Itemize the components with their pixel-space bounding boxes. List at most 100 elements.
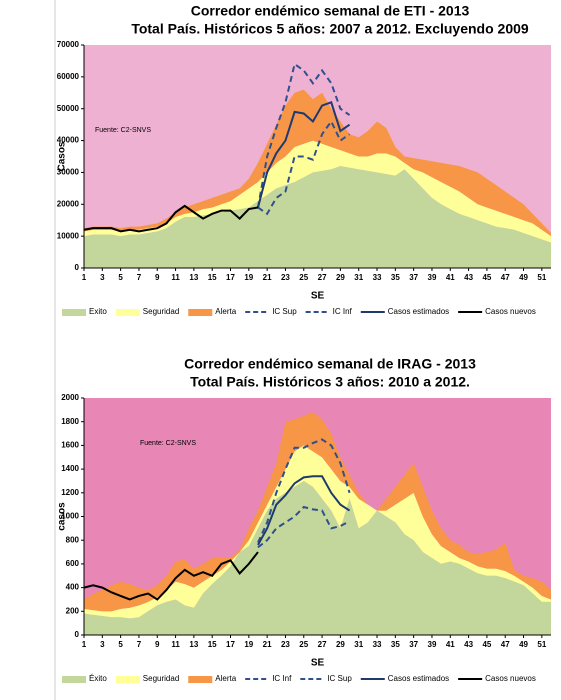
legend-item: IC Sup — [245, 307, 297, 316]
legend-item: IC Sup — [300, 674, 352, 683]
legend-item: IC Inf — [305, 307, 353, 316]
x-tick-label: 47 — [501, 640, 510, 649]
chart-title: Corredor endémico semanal de ETI - 2013 — [191, 3, 470, 19]
chart-subtitle: Total País. Históricos 3 años: 2010 a 20… — [190, 374, 470, 390]
x-tick-label: 7 — [137, 640, 142, 649]
y-tick-label: 50000 — [57, 104, 80, 113]
x-tick-label: 35 — [391, 273, 400, 282]
line — [257, 505, 351, 549]
x-tick-label: 3 — [100, 273, 105, 282]
x-tick-label: 7 — [137, 273, 142, 282]
y-tick-label: 60000 — [57, 72, 80, 81]
y-tick-label: 1000 — [61, 512, 79, 521]
legend-label: IC Inf — [333, 307, 353, 316]
x-tick-label: 9 — [155, 273, 160, 282]
x-tick-label: 19 — [244, 640, 253, 649]
y-tick-label: 200 — [66, 606, 80, 615]
x-tick-label: 45 — [482, 640, 491, 649]
legend-label: IC Sup — [272, 307, 297, 316]
legend-label: Casos nuevos — [485, 674, 536, 683]
y-tick-label: 1800 — [61, 417, 79, 426]
y-tick-label: 0 — [75, 263, 80, 272]
area — [84, 140, 551, 243]
line — [256, 62, 351, 208]
area — [84, 166, 551, 268]
x-tick-label: 33 — [373, 273, 382, 282]
x-tick-label: 25 — [299, 640, 308, 649]
x-tick-label: 3 — [100, 640, 105, 649]
legend-item: Seguridad — [115, 307, 179, 316]
x-tick-label: 27 — [318, 640, 327, 649]
x-axis-label: SE — [311, 658, 325, 669]
legend-swatch — [188, 676, 213, 683]
legend-swatch — [62, 676, 86, 683]
y-axis-label: casos — [57, 502, 68, 531]
legend-item: Alerta — [188, 674, 237, 683]
x-tick-label: 29 — [336, 273, 345, 282]
legend-item: Exito — [62, 307, 107, 316]
line — [83, 551, 259, 601]
x-tick-label: 49 — [519, 640, 528, 649]
y-axis-label: Casos — [57, 141, 68, 171]
legend-label: Alerta — [215, 307, 236, 316]
x-tick-label: 29 — [336, 640, 345, 649]
x-tick-label: 35 — [391, 640, 400, 649]
y-tick-label: 2000 — [61, 393, 79, 402]
legend-item: Seguridad — [115, 674, 179, 683]
x-tick-label: 43 — [464, 640, 473, 649]
x-tick-label: 39 — [428, 640, 437, 649]
x-tick-label: 45 — [482, 273, 491, 282]
x-tick-label: 43 — [464, 273, 473, 282]
x-tick-label: 41 — [446, 640, 455, 649]
x-axis-label: SE — [311, 291, 325, 302]
y-tick-label: 10000 — [57, 231, 80, 240]
line — [257, 475, 351, 546]
y-tick-label: 20000 — [57, 199, 80, 208]
line — [83, 204, 259, 233]
x-tick-label: 5 — [118, 273, 123, 282]
x-tick-label: 5 — [118, 640, 123, 649]
chart-title: Corredor endémico semanal de IRAG - 2013 — [184, 356, 476, 372]
x-tick-label: 39 — [428, 273, 437, 282]
area — [84, 480, 551, 635]
legend-label: Exito — [89, 307, 107, 316]
x-tick-label: 25 — [299, 273, 308, 282]
area — [84, 445, 551, 619]
legend-label: Casos estimados — [388, 674, 449, 683]
y-tick-label: 400 — [66, 583, 80, 592]
x-tick-label: 31 — [354, 273, 363, 282]
x-tick-label: 13 — [189, 273, 198, 282]
legend-swatch — [115, 309, 140, 316]
legend-swatch — [188, 309, 213, 316]
x-tick-label: 51 — [537, 640, 546, 649]
x-tick-label: 33 — [373, 640, 382, 649]
x-tick-label: 51 — [537, 273, 546, 282]
y-tick-label: 70000 — [57, 40, 80, 49]
x-tick-label: 21 — [263, 273, 272, 282]
x-tick-label: 19 — [244, 273, 253, 282]
y-tick-label: 1600 — [61, 441, 79, 450]
legend-label: Casos nuevos — [485, 307, 536, 316]
x-tick-label: 1 — [82, 640, 87, 649]
area — [84, 412, 551, 612]
y-tick-label: 800 — [66, 535, 80, 544]
x-tick-label: 21 — [263, 640, 272, 649]
x-tick-label: 37 — [409, 640, 418, 649]
legend-label: Seguridad — [143, 674, 179, 683]
x-tick-label: 11 — [171, 273, 180, 282]
legend-label: Seguridad — [143, 307, 179, 316]
legend-swatch — [62, 309, 86, 316]
annotation: Fuente: C2-SNVS — [95, 127, 151, 134]
y-tick-label: 600 — [66, 559, 80, 568]
x-tick-label: 27 — [318, 273, 327, 282]
legend-item: IC Inf — [245, 674, 292, 683]
x-tick-label: 17 — [226, 640, 235, 649]
legend-item: Casos nuevos — [458, 674, 536, 683]
legend-item: Casos nuevos — [458, 307, 536, 316]
y-tick-label: 1400 — [61, 464, 79, 473]
x-tick-label: 41 — [446, 273, 455, 282]
chart-subtitle: Total País. Históricos 5 años: 2007 a 20… — [131, 21, 529, 37]
x-tick-label: 47 — [501, 273, 510, 282]
x-tick-label: 11 — [171, 640, 180, 649]
y-tick-label: 30000 — [57, 168, 80, 177]
